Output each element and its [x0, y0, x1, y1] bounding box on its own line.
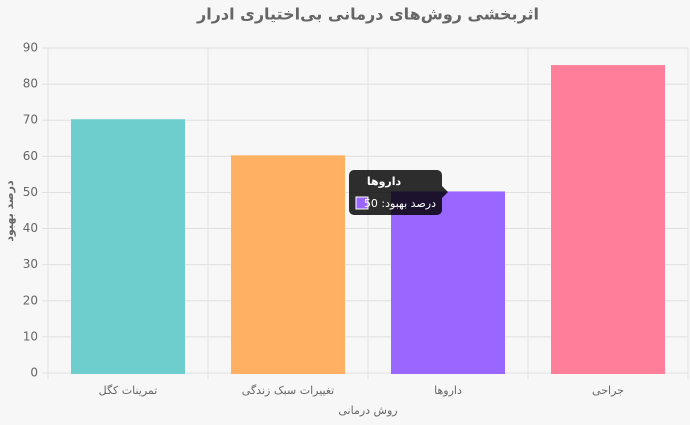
y-axis-label: درصد بهبود [3, 180, 16, 242]
x-axis-label: روش درمانی [338, 404, 397, 417]
tooltip-body: درصد بهبود: 50 [364, 197, 436, 210]
x-tick-label: داروها [434, 384, 462, 397]
bar [391, 191, 505, 374]
bar [71, 119, 185, 374]
y-tick-label: 10 [23, 329, 38, 343]
bar [551, 65, 665, 375]
tooltip-swatch [355, 196, 369, 210]
y-tick-label: 20 [23, 293, 38, 307]
x-tick-label: تغییرات سبک زندگی [242, 384, 334, 397]
y-tick-label: 0 [30, 366, 38, 380]
x-tick-label: جراحی [592, 384, 624, 397]
y-tick-label: 80 [23, 77, 38, 91]
y-tick-label: 60 [23, 149, 38, 163]
y-tick-label: 50 [23, 185, 38, 199]
tooltip: داروها درصد بهبود: 50 [349, 170, 448, 215]
tooltip-box [349, 170, 442, 215]
tooltip-arrow [442, 186, 448, 198]
bar [231, 155, 345, 374]
chart-title: اثربخشی روش‌های درمانی بی‌اختیاری ادرار [196, 5, 539, 24]
x-tick-label: تمرینات کگل [99, 384, 158, 397]
y-tick-label: 90 [23, 41, 38, 55]
y-tick-label: 40 [23, 221, 38, 235]
y-tick-label: 70 [23, 113, 38, 127]
tooltip-title: داروها [367, 175, 402, 188]
y-tick-label: 30 [23, 257, 38, 271]
plot: 0 10 20 30 40 50 60 70 80 90 تمرینات کگل تغییرات سب… [23, 41, 689, 397]
